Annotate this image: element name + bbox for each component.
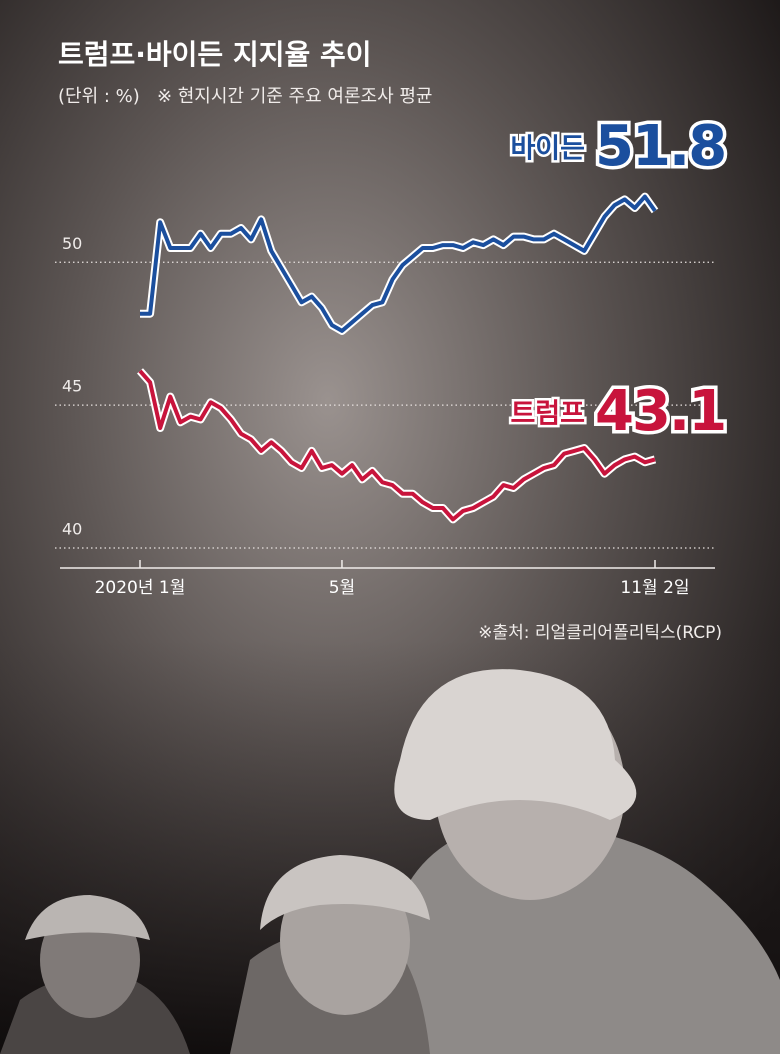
- photo: [0, 669, 780, 1054]
- chart-subtitle: (단위 : %) ※ 현지시간 기준 주요 여론조사 평균: [58, 86, 432, 107]
- series-name: 트럼프: [510, 399, 585, 430]
- series-name: 바이든: [510, 134, 585, 165]
- source-note: ※출처: 리얼클리어폴리틱스(RCP): [478, 623, 722, 643]
- series-line: [138, 369, 656, 522]
- series-line: [140, 194, 657, 333]
- chart-title: 트럼프·바이든 지지율 추이: [58, 38, 372, 71]
- x-tick-label: 5월: [329, 578, 355, 598]
- y-tick-label: 40: [62, 520, 82, 539]
- y-tick-label: 50: [62, 234, 82, 253]
- x-tick-label: 2020년 1월: [95, 578, 186, 598]
- x-tick-label: 11월 2일: [620, 578, 689, 598]
- end-value-label: 51.8: [595, 114, 725, 179]
- y-tick-label: 45: [62, 377, 82, 396]
- end-value-label: 43.1: [595, 379, 725, 444]
